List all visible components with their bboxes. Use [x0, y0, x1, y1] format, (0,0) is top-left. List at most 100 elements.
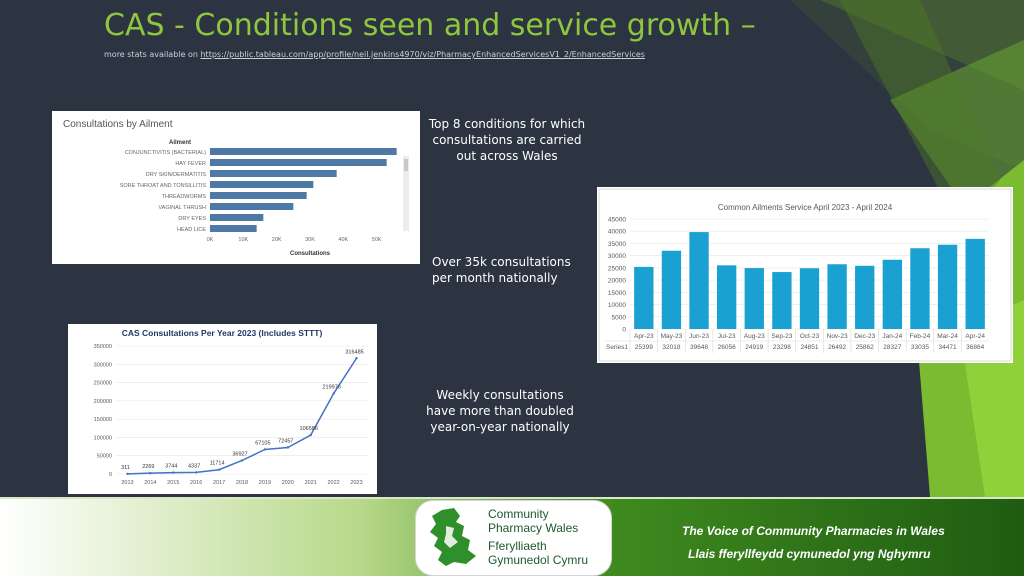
ailment-chart-panel: Consultations by Ailment Ailment CONJUNCTI…: [52, 111, 420, 264]
tableau-link[interactable]: https://public.tableau.com/app/profile/n…: [200, 50, 645, 59]
data-point: [149, 471, 152, 475]
x-tick-label: 50K: [372, 237, 382, 243]
category-label: DRY EYES: [178, 216, 206, 222]
x-tick-label: Dec-23: [854, 333, 875, 340]
yearly-line-chart: CAS Consultations Per Year 2023 (Include…: [94, 328, 368, 486]
x-tick-label: 20K: [272, 237, 282, 243]
y-tick-label: 25000: [608, 265, 626, 272]
category-label: THREADWORMS: [162, 194, 207, 200]
y-tick-label: 30000: [608, 253, 626, 260]
data-value-label: 26056: [718, 344, 736, 351]
x-tick-label: Jun-23: [689, 333, 709, 340]
weekly-caption: Weekly consultations have more than doub…: [426, 388, 574, 434]
data-point: [263, 448, 267, 451]
subtitle: more stats available on https://public.t…: [104, 50, 645, 59]
bar: [799, 268, 820, 329]
bar: [210, 203, 294, 210]
data-value-label: 2269: [142, 464, 154, 470]
x-tick-label: Apr-24: [965, 333, 985, 340]
x-tick-label: Sep-23: [771, 333, 792, 340]
bar: [661, 250, 682, 329]
data-value-label: 24919: [745, 344, 763, 351]
x-tick-label: 2016: [190, 480, 202, 486]
data-point: [332, 392, 335, 395]
bar: [210, 159, 387, 166]
data-value-label: 11714: [210, 461, 225, 467]
bar: [910, 248, 930, 329]
x-tick-label: Jan-24: [882, 333, 902, 340]
x-tick-label: 2015: [167, 480, 179, 486]
y-tick-label: 150000: [94, 417, 112, 423]
bar: [965, 238, 985, 329]
data-point: [309, 433, 312, 437]
x-tick-label: 2020: [282, 480, 294, 486]
x-tick-label: 40K: [338, 237, 348, 243]
data-value-label: 36927: [232, 451, 247, 457]
bar: [210, 214, 264, 221]
data-value-label: 25862: [856, 344, 874, 351]
bar: [855, 265, 875, 329]
scrollbar-track: [403, 156, 409, 231]
y-tick-label: 250000: [94, 381, 112, 387]
bar: [937, 244, 958, 329]
category-label: VAGINAL THRUSH: [158, 205, 206, 211]
bar: [882, 259, 903, 329]
data-value-label: 23298: [773, 344, 791, 351]
data-value-label: 4337: [188, 463, 200, 469]
x-tick-label: 2017: [213, 480, 225, 486]
y-tick-label: 35000: [608, 241, 626, 248]
data-value-label: 28327: [883, 344, 901, 351]
x-tick-label: 2022: [328, 480, 340, 486]
x-tick-label: 2018: [236, 480, 248, 486]
data-value-label: 316485: [345, 349, 363, 355]
tagline-welsh: Llais fferyllfeydd cymunedol yng Nghymru: [688, 547, 931, 561]
ailment-bar-chart: Consultations by Ailment Ailment CONJUNCTI…: [63, 119, 409, 257]
bar: [827, 264, 847, 329]
data-value-label: 32018: [662, 344, 680, 351]
subtitle-prefix: more stats available on: [104, 50, 201, 59]
bar: [210, 192, 307, 199]
x-tick-label: Mar-24: [937, 333, 958, 340]
y-tick-label: 15000: [608, 290, 626, 297]
data-point: [217, 468, 221, 471]
data-value-label: 72457: [278, 439, 293, 445]
scrollbar-thumb: [404, 159, 408, 171]
data-point: [355, 357, 358, 360]
yearly-chart-panel: CAS Consultations Per Year 2023 (Include…: [68, 324, 377, 494]
x-tick-label: Jul-23: [718, 333, 736, 340]
chart-title: Common Ailments Service April 2023 - Apr…: [718, 203, 893, 212]
x-tick-label: Nov-23: [827, 333, 848, 340]
bar: [716, 265, 737, 329]
data-value-label: 3744: [165, 464, 177, 470]
bar: [210, 225, 257, 232]
category-label: SORE THROAT AND TONSILLITIS: [120, 183, 207, 189]
series-label: Series1: [606, 344, 628, 351]
tagline-english: The Voice of Community Pharmacies in Wal…: [682, 524, 945, 538]
monthly-bar-chart: Common Ailments Service April 2023 - Apr…: [598, 188, 1012, 362]
y-tick-label: 350000: [94, 344, 112, 350]
x-tick-label: Oct-23: [800, 333, 820, 340]
category-label: DRY SKIN/DERMATITIS: [146, 172, 207, 178]
data-value-label: 311: [121, 465, 130, 471]
y-tick-label: 100000: [94, 435, 112, 441]
data-point: [126, 472, 129, 476]
x-tick-label: Apr-23: [634, 333, 654, 340]
chart-title: CAS Consultations Per Year 2023 (Include…: [122, 328, 323, 338]
chart-title: Consultations by Ailment: [63, 119, 173, 130]
data-value-label: 67105: [255, 440, 270, 446]
y-tick-label: 5000: [612, 314, 627, 321]
data-point: [240, 459, 244, 462]
data-value-label: 24851: [800, 344, 818, 351]
category-label: CONJUNCTIVITIS (BACTERIAL): [125, 150, 206, 156]
category-label: HAY FEVER: [175, 161, 206, 167]
plot-frame: [598, 188, 1012, 362]
bar: [210, 148, 397, 155]
category-label: HEAD LICE: [177, 227, 206, 233]
bar: [634, 266, 654, 329]
monthly-caption: Over 35k consultations per month nationa…: [432, 255, 571, 285]
y-tick-label: 10000: [608, 302, 626, 309]
data-value-label: 34471: [939, 344, 957, 351]
x-tick-label: 2023: [350, 480, 362, 486]
data-point: [172, 471, 175, 474]
